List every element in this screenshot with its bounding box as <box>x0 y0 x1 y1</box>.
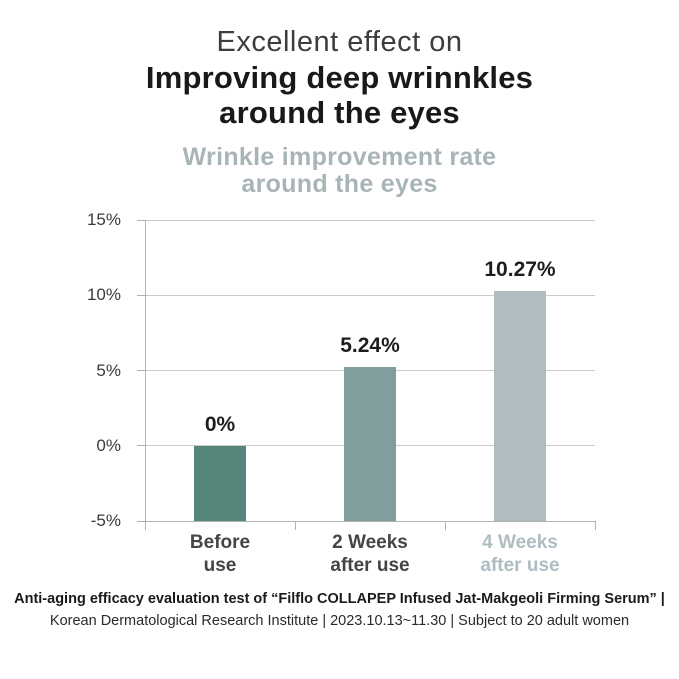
y-axis-tick <box>137 219 145 221</box>
x-axis-tick <box>594 521 596 530</box>
footer-line-2: Korean Dermatological Research Institute… <box>49 613 630 629</box>
title-line-light: Excellent effect on <box>216 26 463 58</box>
x-axis-tick <box>444 521 446 530</box>
chart-subtitle: Wrinkle improvement rate around the eyes <box>0 144 679 198</box>
category-label: Before use <box>189 532 251 576</box>
header: Excellent effect on Improving deep wrinn… <box>0 24 679 198</box>
y-axis-label: 10% <box>86 285 121 305</box>
title-line-bold-1: Improving deep wrinnkles <box>145 60 534 95</box>
bar-value-label: 5.24% <box>340 333 400 357</box>
bar <box>194 445 246 521</box>
y-axis-tick <box>137 294 145 296</box>
plot-area: 15% 10% 5% 0% -5% 0% Before use 5.24% 2 Weeks af… <box>87 210 596 576</box>
chart-subtitle-line-2: around the eyes <box>241 170 438 198</box>
gridline <box>145 219 595 221</box>
x-axis-baseline <box>145 520 595 522</box>
bar <box>344 366 396 521</box>
x-axis-tick <box>294 521 296 530</box>
gridline <box>145 294 595 296</box>
y-axis-tick <box>137 370 145 371</box>
y-axis-label: 15% <box>86 210 121 229</box>
category-label: 4 Weeks after use <box>480 532 560 576</box>
y-axis-label: 0% <box>96 435 121 455</box>
chart-subtitle-line-1: Wrinkle improvement rate <box>182 143 497 171</box>
footer-note: Anti-aging efficacy evaluation test of “… <box>10 588 669 632</box>
y-axis-line <box>145 220 146 530</box>
title-line-bold-2: around the eyes <box>219 95 460 130</box>
bar <box>494 291 546 521</box>
y-axis-tick <box>137 445 145 447</box>
footer-line-1: Anti-aging efficacy evaluation test of “… <box>14 591 665 607</box>
bar-value-label: 10.27% <box>484 258 556 282</box>
bar-value-label: 0% <box>204 412 236 436</box>
category-label: 2 Weeks after use <box>330 532 410 576</box>
y-axis-label: -5% <box>90 511 121 530</box>
y-axis-label: 5% <box>96 360 121 380</box>
y-axis-tick <box>137 520 145 522</box>
